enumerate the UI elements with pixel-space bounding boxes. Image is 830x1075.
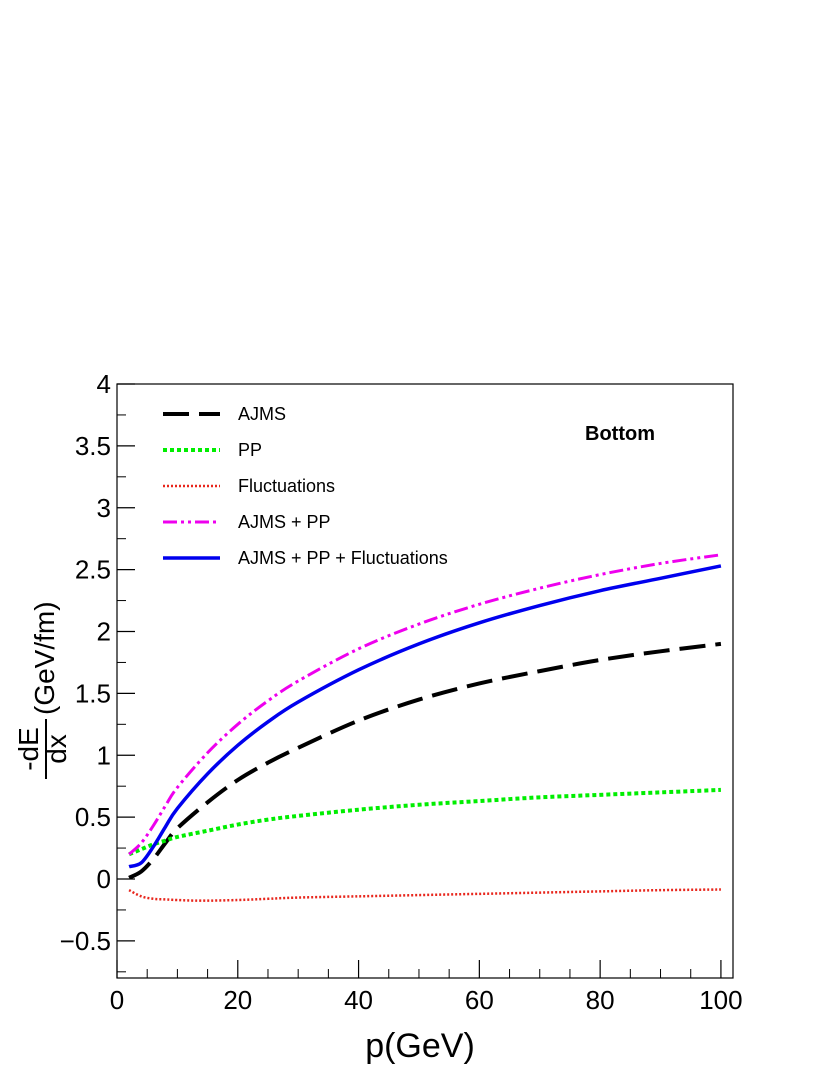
y-tick-label: 3.5 <box>75 431 111 461</box>
x-axis-title: p(GeV) <box>365 1027 475 1065</box>
series-line-ajms-pp-fluctuations <box>128 564 722 869</box>
x-tick-label: 0 <box>110 985 124 1015</box>
y-tick-label: 4 <box>97 369 111 399</box>
x-tick-label: 20 <box>223 985 252 1015</box>
y-axis-title-unit: (GeV/fm) <box>29 601 60 715</box>
y-tick-label: 0 <box>97 864 111 894</box>
legend-label: AJMS + PP + Fluctuations <box>238 548 448 568</box>
series-line-ajms-pp <box>128 553 722 856</box>
y-tick-label: 1.5 <box>75 678 111 708</box>
y-tick-label: −0.5 <box>60 926 111 956</box>
x-tick-label: 80 <box>586 985 615 1015</box>
legend-label: AJMS <box>238 404 286 424</box>
x-tick-label: 40 <box>344 985 373 1015</box>
series-line-fluctuations <box>128 888 721 902</box>
y-tick-label: 3 <box>97 493 111 523</box>
legend-label: Fluctuations <box>238 476 335 496</box>
y-tick-label: 2 <box>97 617 111 647</box>
x-tick-label: 60 <box>465 985 494 1015</box>
axis-ticks: 0 20 40 60 80 100 −0.5 0 0.5 1 1.5 2 2.5 3 3.5 4 <box>60 369 743 1015</box>
y-axis-title-numerator: -dE <box>13 727 44 771</box>
chart-annotation: Bottom <box>585 423 655 445</box>
x-tick-label: 100 <box>699 985 742 1015</box>
plot-frame <box>116 383 734 979</box>
y-tick-label: 0.5 <box>75 802 111 832</box>
series-lines <box>128 553 722 902</box>
y-axis-title-denominator: dx <box>41 734 72 764</box>
legend-label: AJMS + PP <box>238 512 331 532</box>
series-line-pp <box>128 787 722 857</box>
legend: AJMS PP Fluctuations AJMS + PP AJMS + PP + F… <box>163 404 448 568</box>
series-line-ajms <box>128 641 722 880</box>
y-tick-label: 2.5 <box>75 555 111 585</box>
y-axis-title: -dE dx (GeV/fm) <box>13 601 72 779</box>
legend-label: PP <box>238 440 262 460</box>
y-tick-label: 1 <box>97 740 111 770</box>
